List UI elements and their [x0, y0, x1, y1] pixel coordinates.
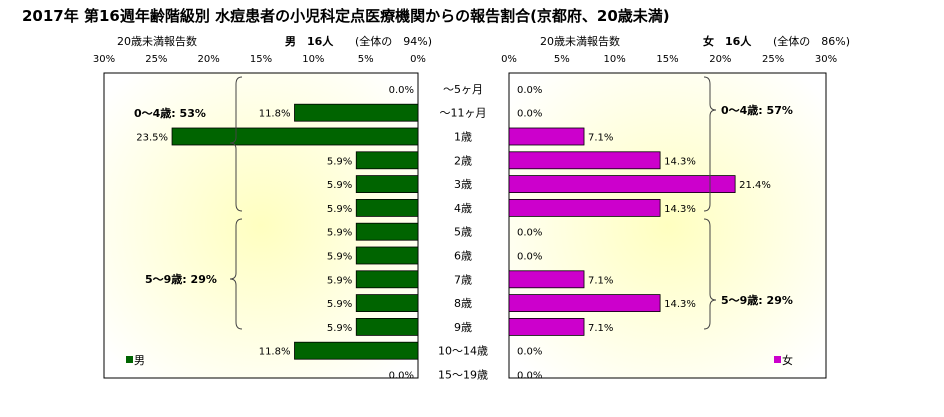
- female-data-label: 0.0%: [517, 109, 542, 120]
- male-series: 0.0% 11.8% 23.5% 5.9% 5.9% 5.9% 5.9% 5.9% 5.9% 5.…: [136, 85, 419, 382]
- male-bar: [294, 341, 419, 360]
- female-bar: [508, 270, 585, 289]
- male-bar: [355, 294, 419, 313]
- female-data-label: 14.3%: [664, 299, 696, 310]
- right-tick-label: 10%: [604, 54, 626, 65]
- male-5-9-brace: [229, 218, 243, 330]
- right-axis-ticks: 0% 5% 10% 15% 20% 25% 30%: [501, 54, 837, 65]
- right-panel-header: 女 16人: [703, 34, 752, 48]
- male-data-label: 0.0%: [389, 85, 414, 96]
- category-label: 5歳: [454, 226, 472, 239]
- right-tick-label: 15%: [656, 54, 678, 65]
- left-tick-label: 20%: [198, 54, 220, 65]
- female-bar: [508, 151, 661, 170]
- male-data-label: 5.9%: [327, 156, 352, 167]
- male-5-9-annotation: 5～9歳: 29%: [145, 272, 217, 286]
- female-data-label: 14.3%: [664, 156, 696, 167]
- left-tick-label: 0%: [410, 54, 426, 65]
- female-bar: [508, 175, 736, 194]
- female-bar: [508, 294, 661, 313]
- category-labels: ～5ヶ月 ～11ヶ月 1歳 2歳 3歳 4歳 5歳 6歳 7歳 8歳 9歳 10～14歳 15～19歳: [438, 83, 488, 382]
- category-label: 4歳: [454, 202, 472, 215]
- female-data-label: 0.0%: [517, 252, 542, 263]
- male-data-label: 5.9%: [327, 204, 352, 215]
- female-data-label: 21.4%: [739, 180, 771, 191]
- female-data-label: 14.3%: [664, 204, 696, 215]
- right-tick-label: 5%: [554, 54, 570, 65]
- male-legend-swatch: [126, 356, 133, 363]
- chart-title: 2017年 第16週年齢階級別 水痘患者の小児科定点医療機関からの報告割合(京都…: [22, 7, 670, 25]
- male-data-label: 5.9%: [327, 228, 352, 239]
- male-bar: [355, 175, 419, 194]
- female-5-9-annotation: 5～9歳: 29%: [721, 293, 793, 307]
- male-data-label: 5.9%: [327, 180, 352, 191]
- category-label: 10～14歳: [438, 345, 488, 358]
- right-tick-label: 20%: [709, 54, 731, 65]
- category-label: 7歳: [454, 273, 472, 286]
- male-0-4-annotation: 0～4歳: 53%: [134, 106, 206, 120]
- male-bar: [355, 222, 419, 241]
- male-data-label: 0.0%: [389, 371, 414, 382]
- male-bar: [355, 270, 419, 289]
- female-5-9-brace: [703, 218, 717, 330]
- male-bar: [355, 198, 419, 217]
- category-label: ～5ヶ月: [443, 83, 483, 96]
- left-axis-caption: 20歳未満報告数: [117, 35, 197, 48]
- category-label: 2歳: [454, 154, 472, 167]
- category-label: 8歳: [454, 297, 472, 310]
- category-label: 6歳: [454, 250, 472, 263]
- female-data-label: 7.1%: [588, 323, 613, 334]
- female-data-label: 0.0%: [517, 85, 542, 96]
- category-label: 15～19歳: [438, 369, 488, 382]
- category-label: 3歳: [454, 178, 472, 191]
- male-data-label: 5.9%: [327, 299, 352, 310]
- female-bar: [508, 317, 585, 336]
- male-data-label: 11.8%: [259, 109, 291, 120]
- male-legend-label: 男: [134, 354, 145, 367]
- right-axis-caption: 20歳未満報告数: [540, 35, 620, 48]
- female-legend-label: 女: [782, 353, 793, 367]
- male-bar: [171, 127, 419, 146]
- left-panel-header: 男 16人: [285, 34, 334, 48]
- male-data-label: 5.9%: [327, 252, 352, 263]
- right-tick-label: 25%: [762, 54, 784, 65]
- right-tick-label: 30%: [815, 54, 837, 65]
- left-panel-note: (全体の 94%): [355, 34, 432, 48]
- male-data-label: 5.9%: [327, 323, 352, 334]
- male-data-label: 5.9%: [327, 275, 352, 286]
- left-axis-ticks: 30% 25% 20% 15% 10% 5% 0%: [93, 54, 426, 65]
- female-data-label: 7.1%: [588, 275, 613, 286]
- female-data-label: 7.1%: [588, 133, 613, 144]
- male-0-4-brace: [229, 76, 243, 212]
- male-data-label: 23.5%: [136, 133, 168, 144]
- female-legend-swatch: [774, 356, 781, 363]
- category-label: ～11ヶ月: [440, 107, 487, 120]
- category-label: 9歳: [454, 321, 472, 334]
- male-bar: [294, 103, 419, 122]
- male-bar: [355, 151, 419, 170]
- left-tick-label: 15%: [250, 54, 272, 65]
- left-tick-label: 5%: [358, 54, 374, 65]
- right-panel-note: (全体の 86%): [773, 34, 850, 48]
- female-bar: [508, 198, 661, 217]
- female-0-4-brace: [703, 76, 717, 212]
- male-bar: [355, 317, 419, 336]
- male-data-label: 11.8%: [259, 347, 291, 358]
- male-bar: [355, 246, 419, 265]
- female-data-label: 0.0%: [517, 347, 542, 358]
- female-data-label: 0.0%: [517, 228, 542, 239]
- category-label: 1歳: [454, 131, 472, 144]
- left-tick-label: 30%: [93, 54, 115, 65]
- female-bar: [508, 127, 585, 146]
- female-series: 0.0% 0.0% 7.1% 14.3% 21.4% 14.3% 0.0% 0.0% 7.1% 1…: [508, 85, 771, 382]
- left-tick-label: 25%: [145, 54, 167, 65]
- left-tick-label: 10%: [302, 54, 324, 65]
- female-0-4-annotation: 0～4歳: 57%: [721, 103, 793, 117]
- right-tick-label: 0%: [501, 54, 517, 65]
- female-data-label: 0.0%: [517, 371, 542, 382]
